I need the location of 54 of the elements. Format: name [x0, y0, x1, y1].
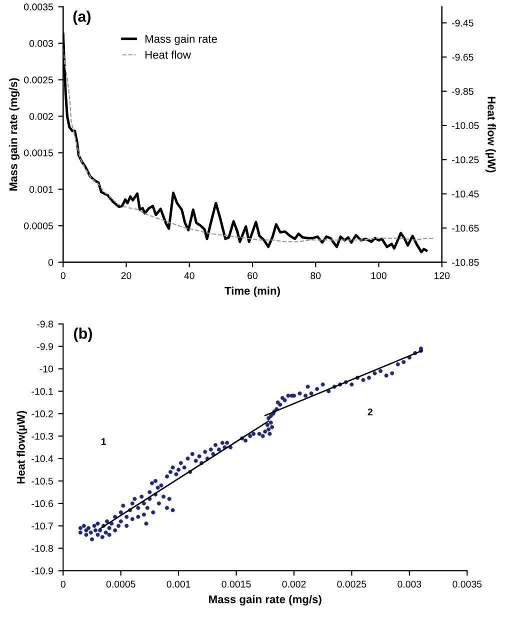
- y-tick-label: 0.0005: [24, 222, 53, 230]
- x-tick-label: 60: [248, 272, 258, 280]
- x-tick-label: 0: [60, 580, 66, 588]
- x-tick-label: 0.001: [166, 580, 190, 588]
- x-tick-label: 0.003: [398, 580, 422, 588]
- annotation: 1: [101, 438, 106, 445]
- y-tick-label: -10.1: [32, 388, 53, 395]
- y-tick-label: -9.9: [37, 343, 53, 350]
- x-tick-label: 0: [60, 272, 66, 280]
- chart-title: (b): [74, 328, 92, 342]
- x-tick-label: 0.0005: [106, 580, 136, 588]
- x-axis-title: Mass gain rate (mg/s): [209, 595, 322, 606]
- annotation: 2: [368, 408, 372, 416]
- x-tick-label: 120: [434, 272, 450, 280]
- x-tick-label: 0.0025: [337, 580, 366, 588]
- y-tick-label: 0.0015: [24, 149, 53, 156]
- x-tick-label: 0.002: [282, 580, 306, 588]
- x-tick-label: 40: [184, 272, 194, 280]
- y2-tick-label: -10.85: [452, 258, 479, 266]
- y-axis-title: Heat flow(µW): [16, 411, 28, 484]
- y-tick-label: 0.002: [29, 112, 53, 120]
- y-tick-label: 0.0025: [24, 76, 53, 84]
- x-tick-label: 80: [310, 272, 321, 280]
- y-tick-label: -10.3: [32, 432, 53, 440]
- y-tick-label: -10.5: [32, 478, 53, 485]
- y-tick-label: -10.4: [32, 455, 54, 462]
- x-tick-label: 0.0035: [452, 580, 482, 588]
- y-tick-label: -10.9: [32, 567, 53, 574]
- x-axis-title: Time (min): [224, 286, 280, 297]
- legend-label: Mass gain rate: [145, 34, 217, 46]
- y-tick-label: -10.8: [32, 545, 53, 552]
- y2-tick-label: -10.65: [452, 224, 479, 232]
- y2-tick-label: -9.85: [452, 88, 474, 95]
- y-tick-label: -10: [40, 366, 54, 372]
- y-tick-label: 0.003: [29, 40, 53, 47]
- y2-tick-label: -10.45: [452, 190, 479, 198]
- y-tick-label: 0.001: [29, 186, 53, 193]
- x-tick-label: 100: [371, 272, 386, 280]
- chart-title: (a): [73, 10, 91, 25]
- y-tick-label: 0: [48, 258, 54, 266]
- x-tick-label: 20: [121, 272, 132, 280]
- y2-tick-label: -10.05: [452, 122, 479, 130]
- y2-tick-label: -9.65: [452, 54, 474, 61]
- y2-axis-title: Heat flow (µW): [485, 96, 496, 172]
- y2-tick-label: -10.25: [452, 156, 479, 164]
- y-tick-label: -9.8: [37, 320, 53, 328]
- x-tick-label: 0.0015: [222, 580, 251, 588]
- y2-tick-label: -9.45: [452, 20, 474, 26]
- y-tick-label: -10.7: [32, 522, 53, 530]
- y-tick-label: -10.2: [32, 410, 53, 418]
- y-axis-title: Mass gain rate (mg/s): [9, 78, 20, 191]
- y-tick-label: 0.0035: [24, 4, 53, 10]
- legend-label: Heat flow: [145, 50, 191, 59]
- y-tick-label: -10.6: [32, 500, 53, 508]
